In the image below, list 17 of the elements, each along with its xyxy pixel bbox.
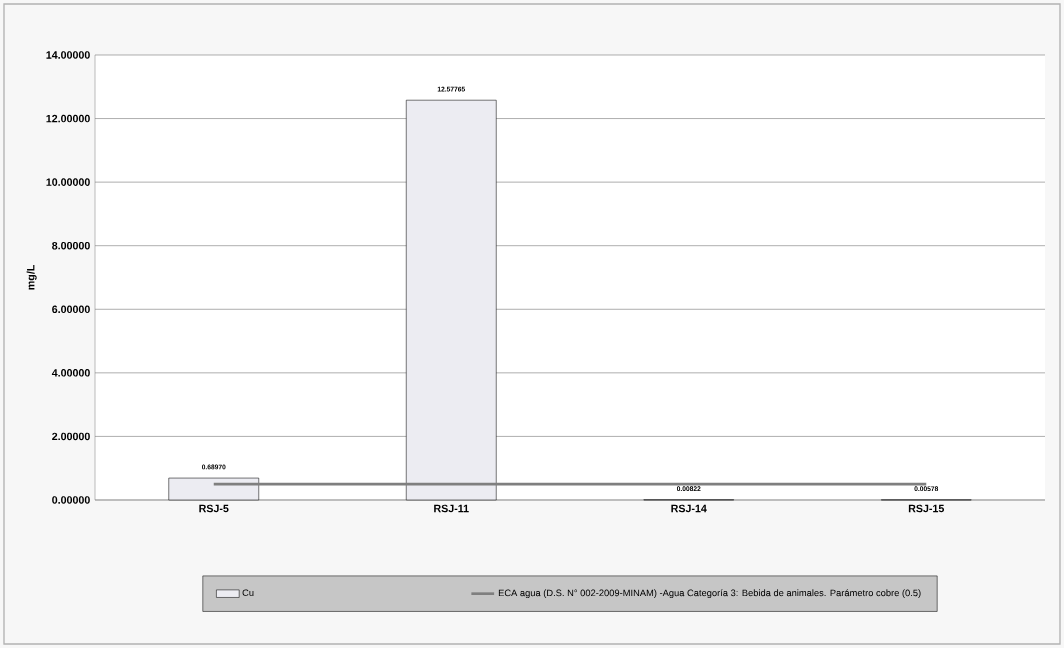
y-axis-title: mg/L [26, 265, 37, 290]
y-tick-label: 2.00000 [52, 432, 90, 441]
y-tick-label: 14.00000 [46, 51, 90, 59]
x-tick-label: RSJ-15 [908, 504, 945, 513]
x-tick-label: RSJ-5 [199, 504, 229, 513]
bar [405, 99, 497, 501]
legend-label: Cu [242, 589, 254, 597]
y-tick-label: 4.00000 [51, 369, 90, 377]
legend-label: ECA agua (D.S. N° 002-2009-MINAM) -Agua Categoría 3: Bebida de animales. Parámetro cobre (0.5) [498, 589, 921, 599]
x-tick-label: RSJ-11 [434, 504, 469, 513]
y-tick-label: 6.00000 [52, 305, 90, 314]
bar [168, 477, 260, 501]
y-tick-label: 8.00000 [52, 241, 90, 250]
y-tick-label: 10.00000 [46, 178, 90, 186]
x-tick-label: RSJ-14 [671, 504, 707, 513]
y-tick-label: 0.00000 [52, 496, 90, 504]
y-tick-label: 12.00000 [46, 114, 90, 123]
